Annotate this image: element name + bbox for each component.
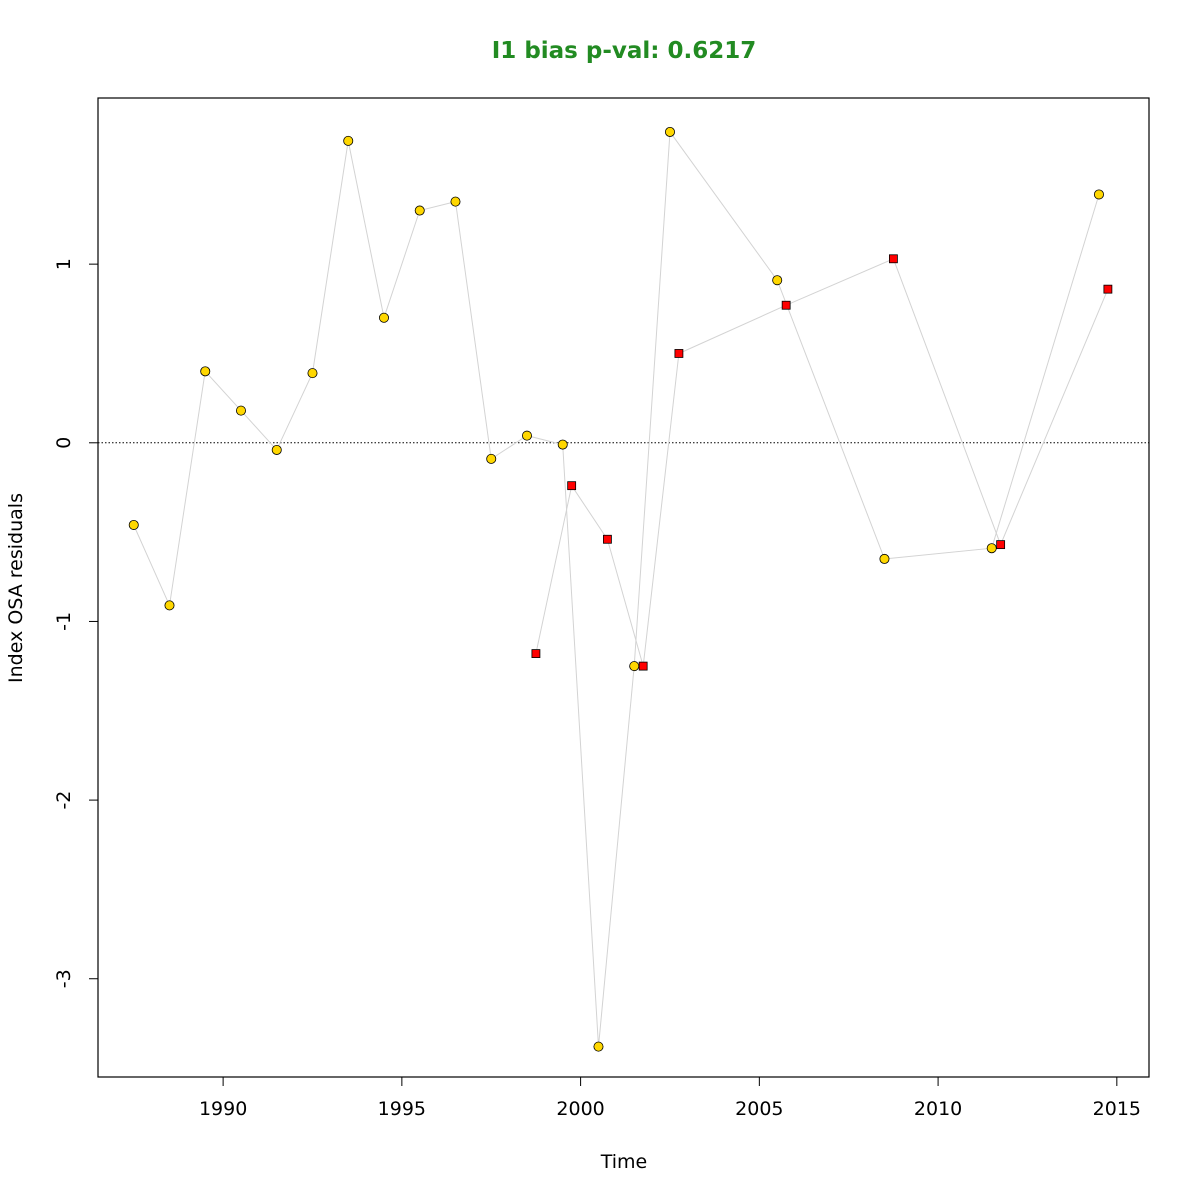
x-tick-label-1995: 1995 (378, 1098, 426, 1120)
series-1-point-20 (1093, 189, 1104, 200)
series-2-point-1 (531, 649, 541, 659)
series-1-point-2 (164, 600, 175, 611)
series-2-point-7 (888, 254, 898, 264)
y-axis-label: Index OSA residuals (5, 493, 27, 683)
series-2-point-9 (1103, 284, 1113, 294)
series-1-point-9 (414, 205, 425, 216)
plot-area: 1990 1995 2000 2005 2010 2015 -3 -2 -1 0 1 (53, 126, 1149, 1120)
x-axis-label: Time (600, 1151, 648, 1173)
series-2-connector-line (535, 258, 1109, 667)
x-tick-label-2005: 2005 (735, 1098, 783, 1120)
series-1-point-4 (235, 405, 246, 416)
series-1-point-10 (450, 196, 461, 207)
series-2-point-5 (674, 349, 684, 358)
series-1-point-5 (271, 444, 282, 455)
series-1-point-3 (200, 366, 211, 377)
series-2-point-2 (567, 481, 577, 491)
series-1-point-14 (593, 1041, 604, 1052)
series-1-point-8 (378, 312, 389, 323)
series-1-point-7 (343, 135, 354, 146)
series-2-point-6 (781, 300, 791, 310)
y-tick-label-0: 0 (53, 437, 75, 449)
series-1-point-6 (307, 368, 318, 379)
series-1-point-18 (879, 553, 890, 564)
chart-title: I1 bias p-val: 0.6217 (492, 38, 757, 64)
series-1-point-1 (128, 519, 139, 530)
y-tick-label-1: 1 (53, 258, 75, 270)
x-tick-label-2000: 2000 (556, 1098, 604, 1120)
series-1-connector-line (133, 130, 1100, 1047)
series-1-point-19 (986, 543, 997, 554)
series-1-point-15 (629, 661, 640, 672)
series-1-point-12 (521, 430, 532, 441)
series-1-point-11 (486, 453, 497, 464)
plot-frame (97, 97, 1150, 1078)
series-2-point-4 (638, 661, 648, 671)
series-2-point-8 (996, 540, 1006, 550)
x-tick-label-2015: 2015 (1093, 1098, 1141, 1120)
series-1-point-17 (772, 275, 783, 286)
y-tick-label--2: -2 (53, 791, 75, 810)
y-tick-label--3: -3 (53, 969, 75, 988)
series-1-point-16 (664, 126, 675, 137)
series-1-point-13 (557, 439, 568, 450)
x-tick-label-2010: 2010 (914, 1098, 962, 1120)
series-2-point-3 (603, 534, 612, 544)
x-tick-label-1990: 1990 (199, 1098, 247, 1120)
y-tick-label--1: -1 (53, 612, 75, 631)
